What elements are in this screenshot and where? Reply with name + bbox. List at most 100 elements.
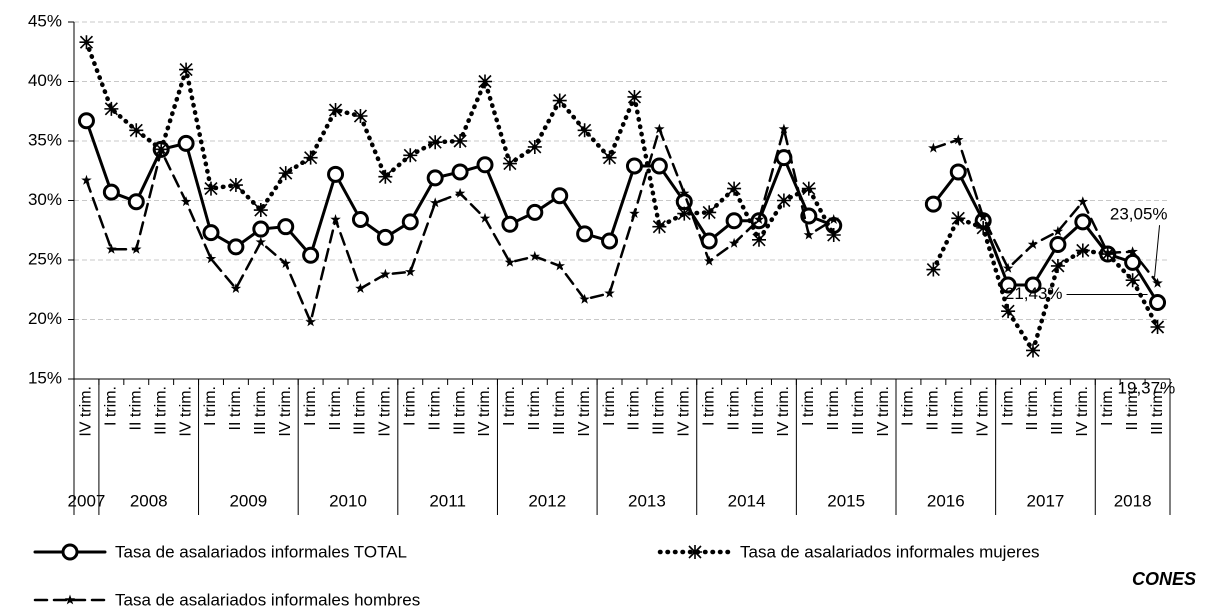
marker <box>652 219 667 234</box>
x-tick-label: IV trim. <box>277 386 294 437</box>
x-tick-label: II trim. <box>426 386 443 430</box>
x-tick-label: II trim. <box>127 386 144 430</box>
marker <box>351 211 369 229</box>
marker <box>1077 196 1088 207</box>
marker <box>529 250 540 261</box>
marker <box>803 229 814 240</box>
marker <box>202 224 220 242</box>
x-tick-label: I trim. <box>700 386 717 426</box>
x-tick-label: IV trim. <box>177 386 194 437</box>
marker <box>501 215 519 233</box>
marker <box>179 62 194 77</box>
marker <box>478 74 492 89</box>
year-label: 2014 <box>728 491 766 510</box>
x-tick-label: I trim. <box>800 386 817 426</box>
marker <box>1026 343 1040 358</box>
marker <box>554 260 565 271</box>
marker <box>924 195 942 213</box>
marker <box>577 123 592 138</box>
marker <box>253 203 268 218</box>
marker <box>1001 304 1016 319</box>
x-tick-label: IV trim. <box>377 386 394 437</box>
marker <box>1150 319 1165 334</box>
marker <box>129 123 144 138</box>
marker <box>526 203 544 221</box>
marker <box>579 293 590 304</box>
legend-label: Tasa de asalariados informales TOTAL <box>115 542 407 561</box>
source: CONES <box>1132 569 1196 589</box>
marker <box>79 35 94 50</box>
x-tick-label: I trim. <box>202 386 219 426</box>
x-tick-label: II trim. <box>925 386 942 430</box>
marker <box>704 255 715 266</box>
marker <box>601 232 619 250</box>
marker <box>953 134 964 145</box>
marker <box>376 228 394 246</box>
data-label: 19,37% <box>1118 378 1176 397</box>
marker <box>355 283 366 293</box>
marker <box>305 316 316 327</box>
data-label: 21,43% <box>1005 284 1063 303</box>
y-tick-label: 40% <box>28 71 62 90</box>
marker <box>1127 246 1138 257</box>
marker <box>801 181 816 196</box>
marker <box>800 207 818 225</box>
marker <box>725 212 743 230</box>
year-label: 2013 <box>628 491 666 510</box>
marker <box>1152 277 1163 288</box>
marker <box>926 262 941 277</box>
marker <box>752 232 766 247</box>
x-tick-label: II trim. <box>825 386 842 430</box>
marker <box>602 150 617 165</box>
marker <box>476 156 494 174</box>
marker <box>826 228 841 243</box>
marker <box>177 134 195 152</box>
marker <box>156 145 167 155</box>
marker <box>753 214 765 224</box>
y-tick-label: 45% <box>28 11 62 30</box>
marker <box>1149 293 1167 311</box>
marker <box>1049 236 1067 254</box>
x-tick-label: IV trim. <box>78 386 95 437</box>
marker <box>81 174 92 185</box>
year-label: 2007 <box>68 491 106 510</box>
marker <box>778 123 790 134</box>
marker <box>679 187 690 198</box>
series-line <box>932 138 1159 285</box>
x-tick-label: I trim. <box>900 386 917 426</box>
x-tick-label: III trim. <box>451 386 468 435</box>
marker <box>502 156 517 171</box>
marker <box>702 205 717 220</box>
marker <box>1024 276 1042 294</box>
marker <box>230 283 242 293</box>
marker <box>380 268 391 279</box>
series-line <box>931 216 1160 353</box>
marker <box>106 243 117 254</box>
marker <box>604 287 615 298</box>
marker <box>302 246 320 264</box>
marker <box>378 169 393 184</box>
x-tick-label: II trim. <box>626 386 643 430</box>
marker <box>278 166 293 181</box>
x-tick-label: II trim. <box>1124 386 1141 430</box>
marker <box>327 165 345 183</box>
x-tick-label: III trim. <box>252 386 269 435</box>
marker <box>776 193 791 208</box>
legend-label: Tasa de asalariados informales mujeres <box>740 542 1040 561</box>
y-tick-label: 30% <box>28 190 62 209</box>
year-label: 2010 <box>329 491 367 510</box>
marker <box>180 196 192 207</box>
y-tick-label: 35% <box>28 130 62 149</box>
marker <box>1074 213 1092 231</box>
marker <box>625 157 643 175</box>
marker <box>727 181 742 196</box>
legend-marker <box>61 543 79 561</box>
marker <box>428 135 443 150</box>
marker <box>951 211 966 226</box>
series <box>81 123 1163 327</box>
x-tick-label: I trim. <box>103 386 120 426</box>
marker <box>228 178 243 193</box>
marker <box>551 187 569 205</box>
